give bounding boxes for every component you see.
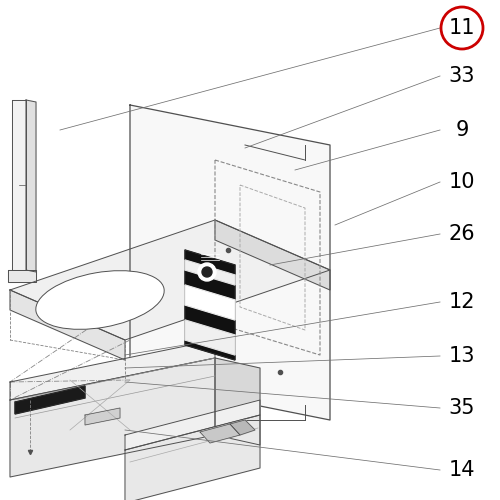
Polygon shape <box>8 270 36 282</box>
Polygon shape <box>200 424 240 443</box>
Text: 12: 12 <box>449 292 475 312</box>
Circle shape <box>202 267 212 277</box>
Polygon shape <box>185 320 235 355</box>
Polygon shape <box>125 415 260 500</box>
Polygon shape <box>10 220 330 340</box>
Polygon shape <box>10 340 215 400</box>
Circle shape <box>198 263 216 281</box>
Polygon shape <box>130 105 330 420</box>
Text: 26: 26 <box>448 224 475 244</box>
Text: 35: 35 <box>449 398 475 418</box>
Text: 14: 14 <box>449 460 475 480</box>
Polygon shape <box>185 285 235 320</box>
Text: 10: 10 <box>449 172 475 192</box>
Polygon shape <box>10 358 215 477</box>
Polygon shape <box>215 358 260 445</box>
Polygon shape <box>12 100 26 270</box>
Text: 13: 13 <box>449 346 475 366</box>
Polygon shape <box>15 386 85 414</box>
Text: 11: 11 <box>449 18 475 38</box>
Polygon shape <box>230 420 255 435</box>
Polygon shape <box>185 250 235 360</box>
Text: 9: 9 <box>456 120 468 140</box>
Polygon shape <box>215 220 330 290</box>
Polygon shape <box>85 408 120 425</box>
Ellipse shape <box>36 270 164 330</box>
Text: 33: 33 <box>449 66 475 86</box>
Polygon shape <box>10 290 125 360</box>
Polygon shape <box>125 400 260 450</box>
Polygon shape <box>185 260 235 285</box>
Polygon shape <box>26 100 36 272</box>
